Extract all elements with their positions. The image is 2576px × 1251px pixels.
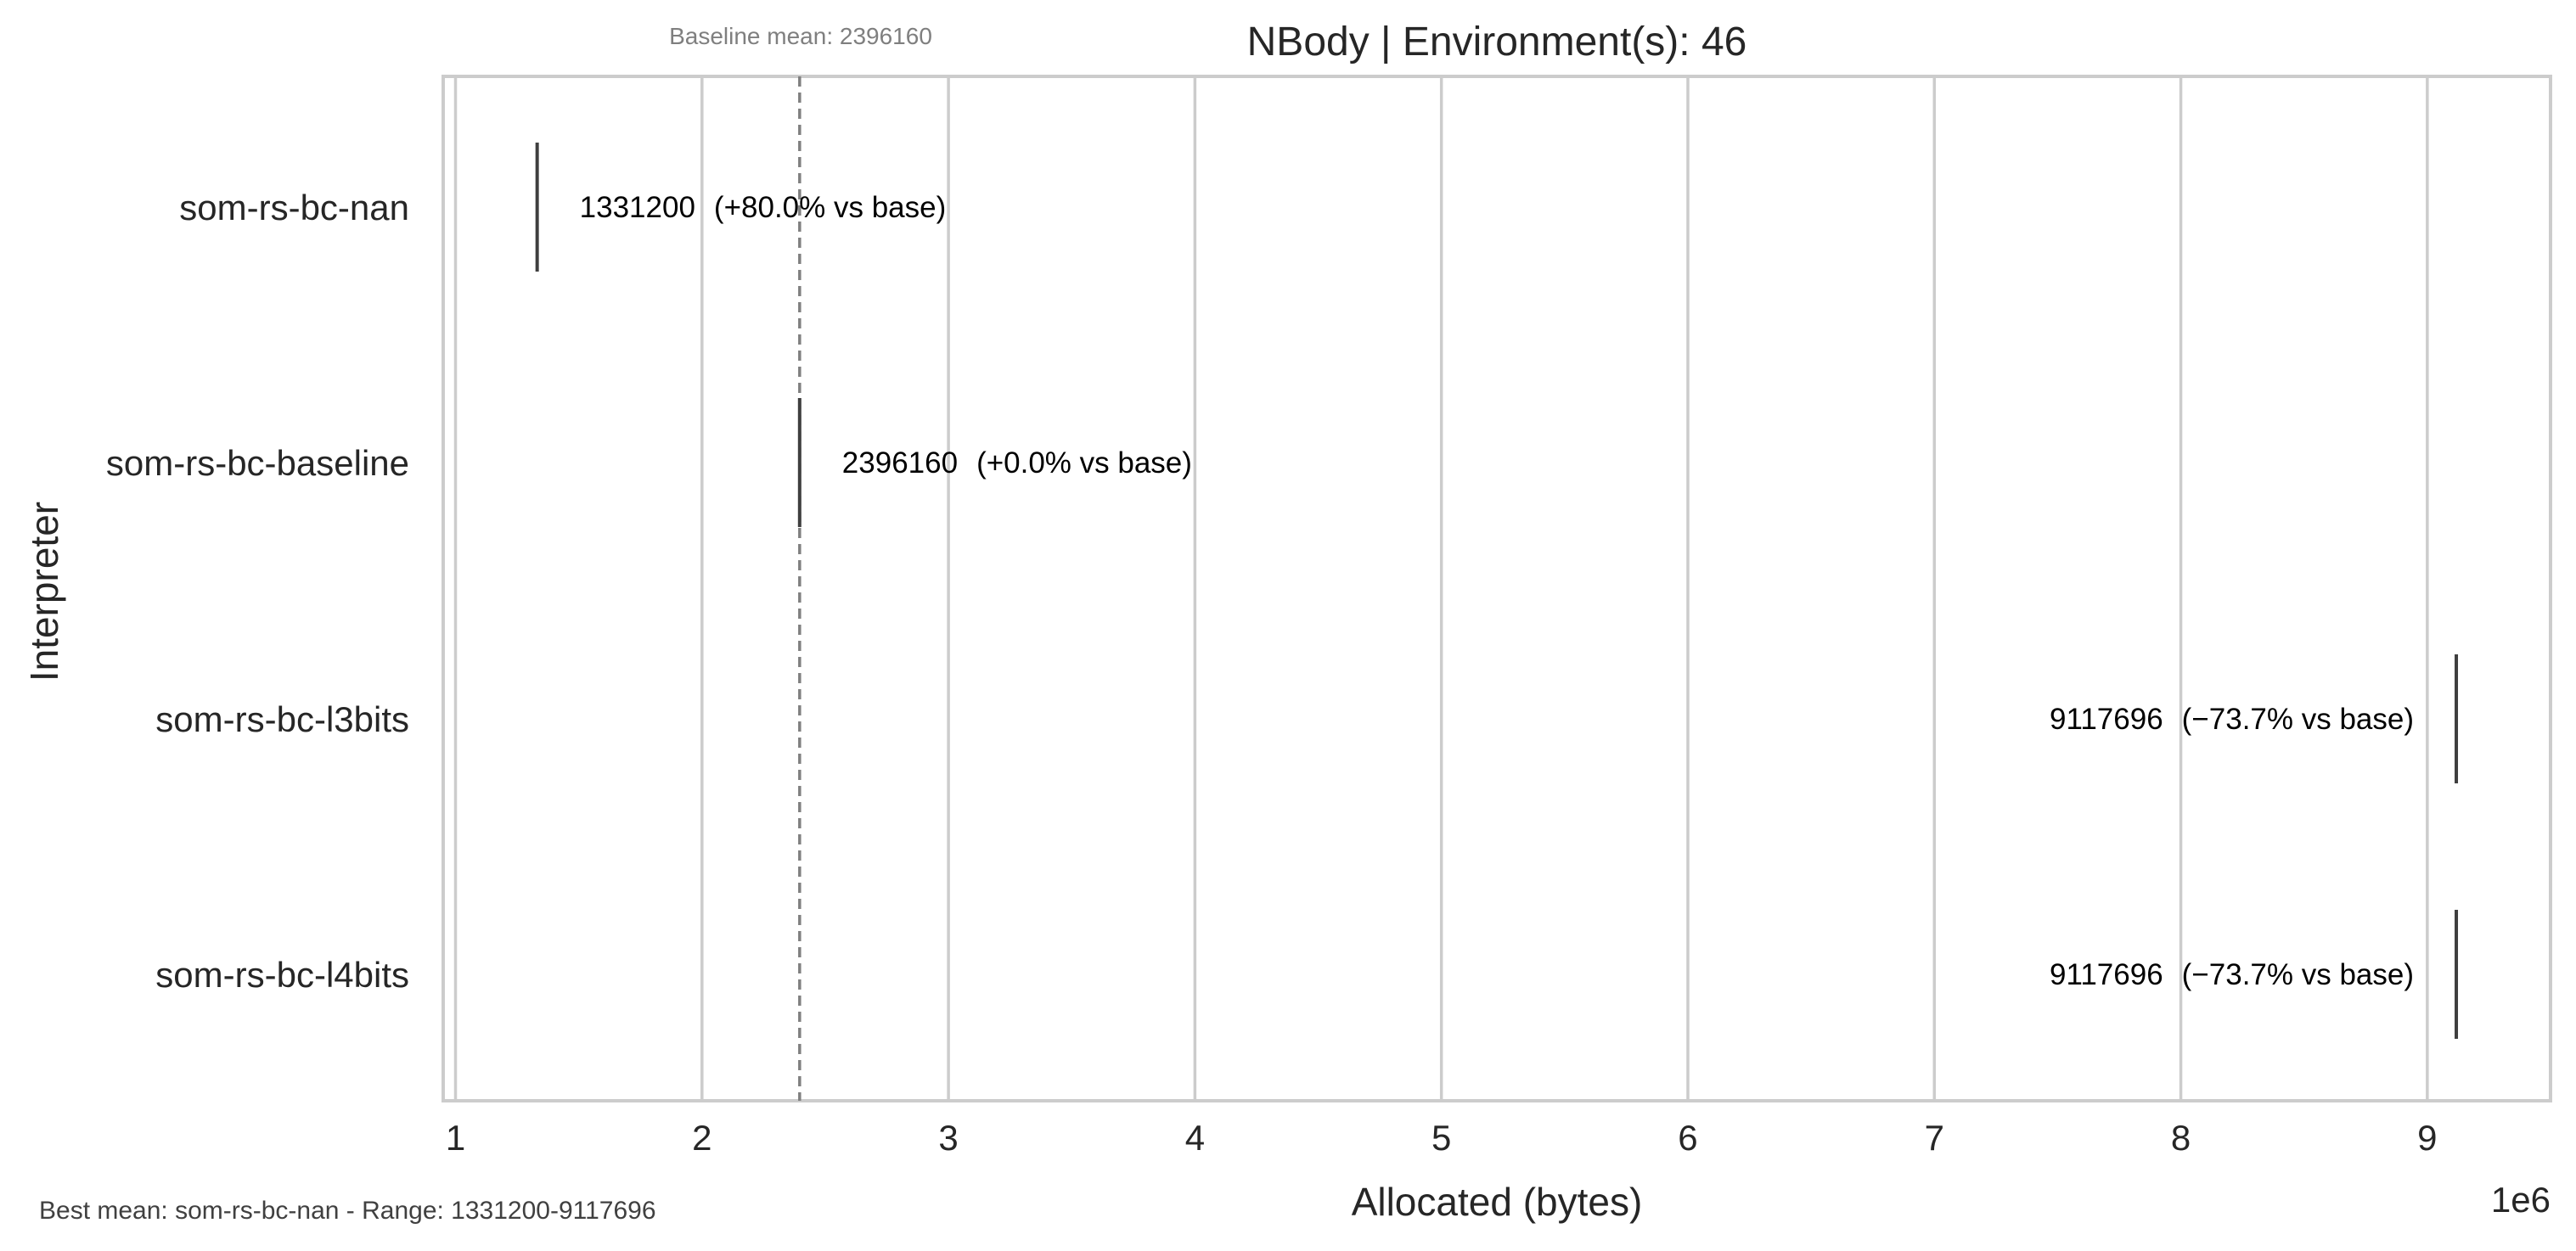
- plot-frame: [442, 75, 2552, 1102]
- x-tick-label: 4: [1185, 1118, 1205, 1158]
- y-axis-label: Interpreter: [22, 502, 66, 682]
- x-tick-label: 1: [446, 1118, 465, 1158]
- x-axis-label: Allocated (bytes): [1352, 1180, 1643, 1224]
- x-tick-label: 7: [1925, 1118, 1944, 1158]
- y-category-labels: som-rs-bc-nan som-rs-bc-baseline som-rs-bc…: [106, 188, 409, 995]
- value-label: 2396160 (+0.0% vs base): [842, 446, 1192, 480]
- y-category-label: som-rs-bc-baseline: [106, 443, 409, 483]
- grid-lines: [453, 76, 2429, 1101]
- x-axis-offset-label: 1e6: [2491, 1180, 2551, 1220]
- x-tick-label: 5: [1431, 1118, 1451, 1158]
- value-label: 9117696 (−73.7% vs base): [2050, 958, 2414, 991]
- x-tick-label: 3: [938, 1118, 958, 1158]
- value-label-delta: (+80.0% vs base): [714, 191, 946, 224]
- value-label-delta: (−73.7% vs base): [2182, 958, 2414, 991]
- x-tick-label: 2: [692, 1118, 711, 1158]
- baseline-note: Baseline mean: 2396160: [669, 23, 932, 49]
- value-label-number: 2396160: [842, 446, 958, 480]
- y-category-label: som-rs-bc-l4bits: [155, 955, 409, 995]
- y-category-label: som-rs-bc-nan: [179, 188, 409, 227]
- x-tick-labels: 1 2 3 4 5 6 7 8 9: [446, 1118, 2438, 1158]
- x-tick-label: 9: [2417, 1118, 2437, 1158]
- value-label-delta: (−73.7% vs base): [2182, 703, 2414, 736]
- data-labels: 1331200 (+80.0% vs base) 2396160 (+0.0% vs …: [580, 191, 2414, 991]
- value-label: 9117696 (−73.7% vs base): [2050, 703, 2414, 736]
- value-label-delta: (+0.0% vs base): [976, 446, 1192, 480]
- data-marks: [535, 143, 2459, 1039]
- value-label: 1331200 (+80.0% vs base): [580, 191, 947, 224]
- y-category-label: som-rs-bc-l3bits: [155, 699, 409, 739]
- value-label-number: 1331200: [580, 191, 695, 224]
- footer-note: Best mean: som-rs-bc-nan - Range: 133120…: [39, 1197, 656, 1225]
- value-label-number: 9117696: [2050, 703, 2163, 736]
- x-tick-label: 6: [1678, 1118, 1697, 1158]
- x-tick-label: 8: [2171, 1118, 2191, 1158]
- value-label-number: 9117696: [2050, 958, 2163, 991]
- chart-title: NBody | Environment(s): 46: [1247, 20, 1747, 65]
